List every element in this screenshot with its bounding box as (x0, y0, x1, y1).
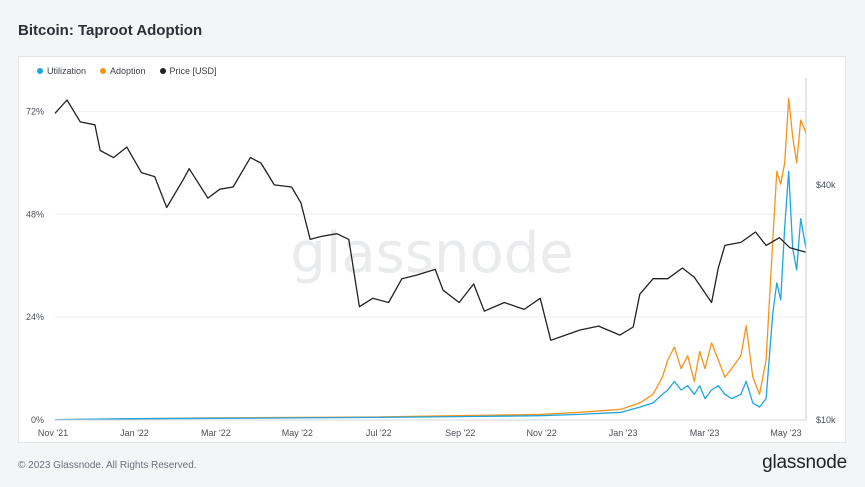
series-line-adoption (54, 97, 807, 421)
series-line-price-usd (54, 99, 807, 341)
y-axis-left: 0% 24% 48% 72% (26, 106, 44, 425)
y-left-tick-label: 0% (31, 415, 44, 425)
legend-item-price[interactable]: Price [USD] (159, 66, 217, 76)
y-left-tick-label: 48% (26, 209, 44, 219)
y-right-tick-label: $10k (816, 415, 836, 425)
x-tick-label: Jan '23 (609, 428, 638, 438)
x-tick-label: Nov '21 (38, 428, 68, 438)
x-tick-label: Jul '22 (366, 428, 392, 438)
y-right-tick-label: $40k (816, 180, 836, 190)
legend-item-utilization[interactable]: Utilization (37, 66, 86, 76)
x-tick-label: Sep '22 (445, 428, 475, 438)
series-line-utilization (54, 170, 807, 421)
series-lines (54, 97, 807, 421)
legend-swatch-utilization (37, 68, 43, 74)
x-tick-label: Mar '23 (690, 428, 720, 438)
x-axis: Nov '21 Jan '22 Mar '22 May '22 Jul '22 Sep '… (38, 419, 806, 438)
x-tick-label: May '22 (282, 428, 313, 438)
x-tick-label: Mar '22 (201, 428, 231, 438)
copyright-text: © 2023 Glassnode. All Rights Reserved. (18, 460, 197, 471)
chart-panel: Utilization Adoption Price [USD] (18, 56, 846, 443)
legend-item-adoption[interactable]: Adoption (100, 66, 146, 76)
legend-label-price: Price [USD] (169, 66, 217, 76)
chart-title: Bitcoin: Taproot Adoption (18, 22, 203, 39)
brand-logo: glassnode (762, 452, 847, 473)
x-tick-label: May '23 (770, 428, 801, 438)
legend-label-adoption: Adoption (110, 66, 146, 76)
legend-label-utilization: Utilization (47, 66, 87, 76)
x-tick-label: Jan '22 (120, 428, 149, 438)
legend-swatch-price (159, 68, 166, 74)
y-left-tick-label: 24% (26, 312, 44, 322)
x-tick-label: Nov '22 (527, 428, 557, 438)
watermark-text: glassnode (290, 221, 574, 286)
legend: Utilization Adoption Price [USD] (37, 66, 217, 76)
y-axis-right: $10k $40k (805, 78, 836, 425)
y-left-tick-label: 72% (26, 106, 44, 116)
legend-swatch-adoption (100, 68, 107, 74)
